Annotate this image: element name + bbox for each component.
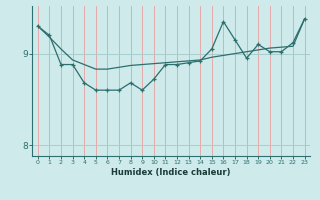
X-axis label: Humidex (Indice chaleur): Humidex (Indice chaleur): [111, 168, 231, 177]
